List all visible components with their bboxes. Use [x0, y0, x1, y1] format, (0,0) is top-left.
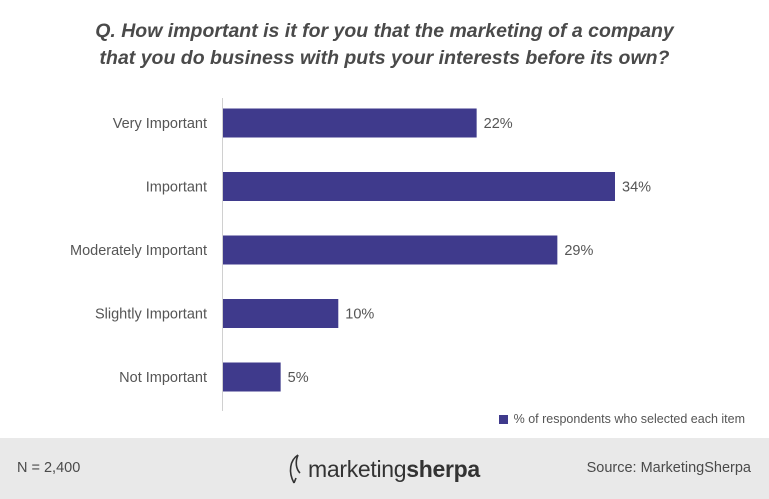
data-label: 29%	[564, 243, 593, 259]
footer: N = 2,400 marketingsherpa Source: Market…	[0, 438, 769, 499]
sample-size: N = 2,400	[17, 460, 81, 476]
source-credit: Source: MarketingSherpa	[586, 460, 751, 476]
data-label: 5%	[288, 370, 309, 386]
category-label: Not Important	[119, 370, 207, 386]
data-label: 10%	[345, 307, 374, 323]
marketingsherpa-logo: marketingsherpa	[286, 452, 480, 486]
chart-title-line-2: that you do business with puts your inte…	[99, 47, 670, 69]
bar	[223, 235, 558, 265]
category-label: Important	[146, 180, 207, 196]
category-label: Moderately Important	[70, 243, 207, 259]
logo-text-regular: marketing	[308, 455, 407, 482]
data-label: 22%	[484, 116, 513, 132]
bar	[223, 108, 477, 138]
bar	[223, 172, 615, 201]
category-label: Very Important	[113, 116, 207, 132]
chart-title-line-1: Q. How important is it for you that the …	[95, 20, 674, 42]
chart-title: Q. How important is it for you that the …	[0, 18, 769, 72]
bar-chart: Very Important 22% Important 34% Moderately …	[70, 98, 651, 411]
logo-mark-icon	[289, 454, 301, 484]
legend-swatch	[498, 414, 508, 424]
category-label: Slightly Important	[95, 307, 207, 323]
bar	[223, 362, 281, 392]
data-label: 34%	[622, 180, 651, 196]
legend: % of respondents who selected each item	[498, 412, 745, 426]
bar	[223, 299, 339, 328]
legend-label: % of respondents who selected each item	[513, 412, 745, 426]
bars-group: Very Important 22% Important 34% Moderately …	[70, 108, 651, 392]
logo-text-bold: sherpa	[406, 455, 480, 482]
